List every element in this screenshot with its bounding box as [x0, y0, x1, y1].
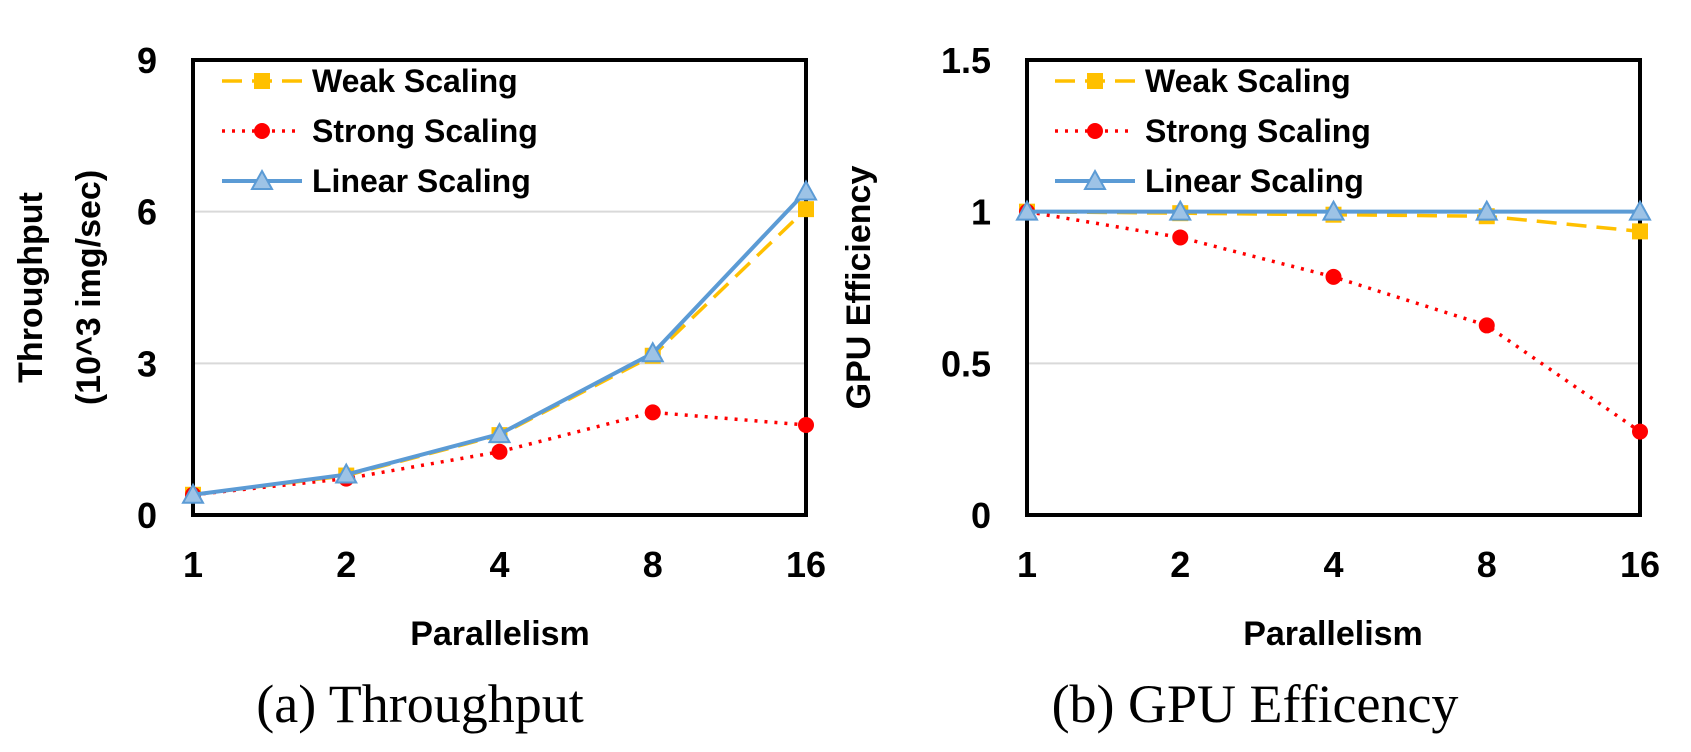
x-tick-label: 16	[786, 544, 826, 585]
x-tick-label: 2	[336, 544, 356, 585]
data-point-strong	[644, 404, 661, 421]
y-tick-label: 1	[971, 192, 991, 233]
data-point-linear	[181, 482, 205, 504]
series-line-strong	[192, 410, 807, 497]
data-point-strong	[1172, 229, 1189, 246]
legend-label-strong: Strong Scaling	[312, 113, 538, 149]
data-point-linear	[1475, 199, 1499, 221]
data-point-weak	[1632, 223, 1648, 240]
y-axis-title: GPU Efficiency	[840, 166, 878, 410]
x-tick-label: 8	[643, 544, 663, 585]
chart-caption: (a) Throughput	[256, 674, 583, 734]
y-tick-label: 9	[137, 40, 157, 81]
data-point-linear	[1628, 199, 1652, 221]
x-tick-label: 1	[183, 544, 203, 585]
legend-marker-weak	[254, 73, 270, 89]
data-point-strong	[491, 443, 508, 460]
legend-marker-linear	[250, 168, 274, 190]
data-point-linear	[641, 341, 665, 363]
plot-frame	[1025, 58, 1642, 517]
data-point-linear	[1321, 199, 1346, 221]
x-tick-label: 1	[1017, 544, 1037, 585]
x-tick-label: 2	[1170, 544, 1190, 585]
y-tick-label: 6	[137, 192, 157, 233]
series-line-strong	[1026, 209, 1641, 434]
y-tick-label: 3	[137, 343, 157, 384]
legend-marker-linear	[1083, 168, 1107, 190]
data-point-strong	[1478, 317, 1495, 334]
legend-label-weak: Weak Scaling	[312, 63, 518, 99]
chart-caption: (b) GPU Efficency	[1052, 674, 1459, 734]
x-axis-title: Parallelism	[410, 615, 590, 653]
data-point-linear	[1168, 199, 1192, 221]
x-tick-label: 16	[1620, 544, 1660, 585]
data-point-linear	[334, 462, 358, 484]
legend-label-linear: Linear Scaling	[312, 163, 531, 199]
x-axis-title: Parallelism	[1243, 615, 1423, 653]
plot-frame	[191, 58, 808, 517]
legend-marker-strong	[1087, 123, 1103, 139]
x-tick-label: 4	[1323, 544, 1343, 585]
data-point-strong	[1632, 423, 1648, 440]
y-tick-label: 0	[971, 495, 991, 536]
data-point-linear	[487, 422, 512, 444]
data-point-strong	[1325, 268, 1342, 285]
data-point-weak	[798, 201, 814, 218]
y-tick-label: 0.5	[941, 343, 991, 384]
legend-marker-strong	[254, 123, 270, 139]
legend-label-linear: Linear Scaling	[1145, 163, 1364, 199]
x-tick-label: 4	[489, 544, 509, 585]
y-tick-label: 1.5	[941, 40, 991, 81]
data-point-strong	[798, 417, 814, 434]
data-point-linear	[1015, 199, 1039, 221]
data-point-linear	[794, 179, 818, 201]
chart-panel-b: 0 0.5 1 1.5 1 2 4 8 16 Weak Scaling Strong Scaling…	[840, 40, 1660, 734]
legend-marker-weak	[1087, 73, 1103, 89]
y-axis-title: Throughput	[12, 192, 50, 383]
y-axis-title-units: (10^3 img/sec)	[70, 170, 108, 405]
legend-label-strong: Strong Scaling	[1145, 113, 1371, 149]
y-tick-label: 0	[137, 495, 157, 536]
x-tick-label: 8	[1477, 544, 1497, 585]
legend-label-weak: Weak Scaling	[1145, 63, 1351, 99]
